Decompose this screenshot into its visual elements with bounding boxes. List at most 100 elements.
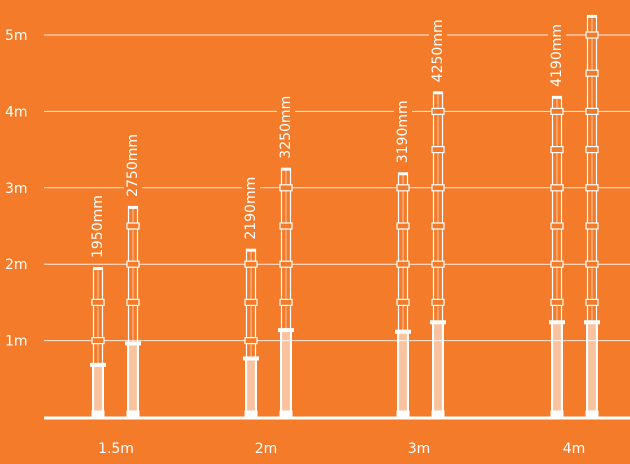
label-background [394,96,412,168]
y-tick-label: 3m [5,181,28,197]
label-background [548,19,566,91]
prop-pin-hole [91,337,105,345]
prop-length-label: 4250mm [430,19,446,82]
prop-pin-hole [431,298,445,306]
prop-pin-hole [585,69,599,77]
prop-base-plate [126,410,140,417]
prop-pin-hole [550,260,564,268]
prop-pin-hole [126,298,140,306]
label-background [277,91,295,163]
prop-pin-hole [396,260,410,268]
prop-pin-hole [244,298,258,306]
prop-pin-hole [585,260,599,268]
prop-pin-hole [550,146,564,154]
prop: 1950mm [89,191,107,418]
prop-length-label: 1950mm [90,195,106,258]
x-tick-label: 4m [563,441,586,457]
prop-collar [395,329,411,334]
label-background [124,129,142,201]
prop-top-plate [128,205,138,209]
prop-base-plate [279,410,293,417]
props: 1950mm 2750mm 2190mm 3250mm 3190mm 4250mm 4190… [89,14,600,418]
prop-pin-hole [431,107,445,116]
prop-thread-sleeve [245,357,257,418]
prop-pin-hole [585,184,599,192]
prop-collar [125,341,141,346]
prop-top-plate [246,248,256,252]
prop-pin-hole [244,337,258,345]
prop-thread-sleeve [551,321,563,418]
prop-base-plate [550,410,564,417]
prop-thread-sleeve [586,321,598,418]
prop-base-plate [244,410,258,417]
prop-pin-hole [550,107,564,116]
prop: 4190mm [548,19,566,418]
prop-length-label: 2190mm [243,177,259,240]
prop-collar [430,320,446,325]
prop-thread-sleeve [92,364,104,418]
prop-collar [584,320,600,325]
y-axis-labels: 1m 2m 3m 4m 5m [5,28,28,350]
prop-pin-hole [279,298,293,306]
prop-pin-hole [396,184,410,192]
prop [584,14,600,418]
prop: 2750mm [124,129,142,418]
label-background [429,15,447,87]
prop: 3190mm [394,96,412,418]
prop-pin-hole [431,146,445,154]
x-tick-label: 2m [255,441,278,457]
y-tick-label: 1m [5,334,28,350]
prop-top-plate [398,172,408,176]
prop-pin-hole [431,260,445,268]
prop-length-label: 3190mm [395,100,411,163]
prop: 4250mm [429,15,447,418]
prop-pin-hole [279,222,293,230]
prop-top-plate [552,95,562,99]
prop-pin-hole [126,260,140,268]
prop-pin-hole [91,298,105,306]
prop-collar [243,356,259,361]
prop-top-plate [587,14,597,18]
x-tick-label: 3m [408,441,431,457]
prop-pin-hole [431,184,445,192]
x-axis-labels: 1.5m 2m 3m 4m [98,441,585,457]
prop-top-plate [433,91,443,95]
prop-pin-hole [585,107,599,116]
prop-top-plate [281,167,291,171]
prop-pin-hole [550,222,564,230]
prop-base-plate [396,410,410,417]
prop-base-plate [91,410,105,417]
prop: 2190mm [242,172,260,418]
prop-pin-hole [585,31,599,39]
prop-length-label: 3250mm [278,96,294,159]
y-tick-label: 2m [5,257,28,273]
prop-pin-hole [550,298,564,306]
prop-length-label: 2750mm [125,134,141,197]
prop-pin-hole [244,260,258,268]
prop-thread-sleeve [432,321,444,418]
prop-collar [549,320,565,325]
prop-pin-hole [279,260,293,268]
prop-pin-hole [585,222,599,230]
prop-pin-hole [126,222,140,230]
label-background [242,172,260,244]
prop-collar [278,328,294,333]
y-tick-label: 5m [5,28,28,44]
prop-pin-hole [396,222,410,230]
prop-pin-hole [279,184,293,192]
prop-length-label: 4190mm [549,24,565,87]
x-tick-label: 1.5m [98,441,134,457]
prop-pin-hole [550,184,564,192]
y-tick-label: 4m [5,104,28,120]
prop-pin-hole [396,298,410,306]
prop: 3250mm [277,91,295,418]
prop-base-plate [431,410,445,417]
prop-collar [90,362,106,367]
label-background [89,191,107,263]
prop-top-plate [93,267,103,271]
prop-base-plate [585,410,599,417]
prop-pin-hole [585,146,599,154]
prop-pin-hole [431,222,445,230]
prop-pin-hole [585,298,599,306]
